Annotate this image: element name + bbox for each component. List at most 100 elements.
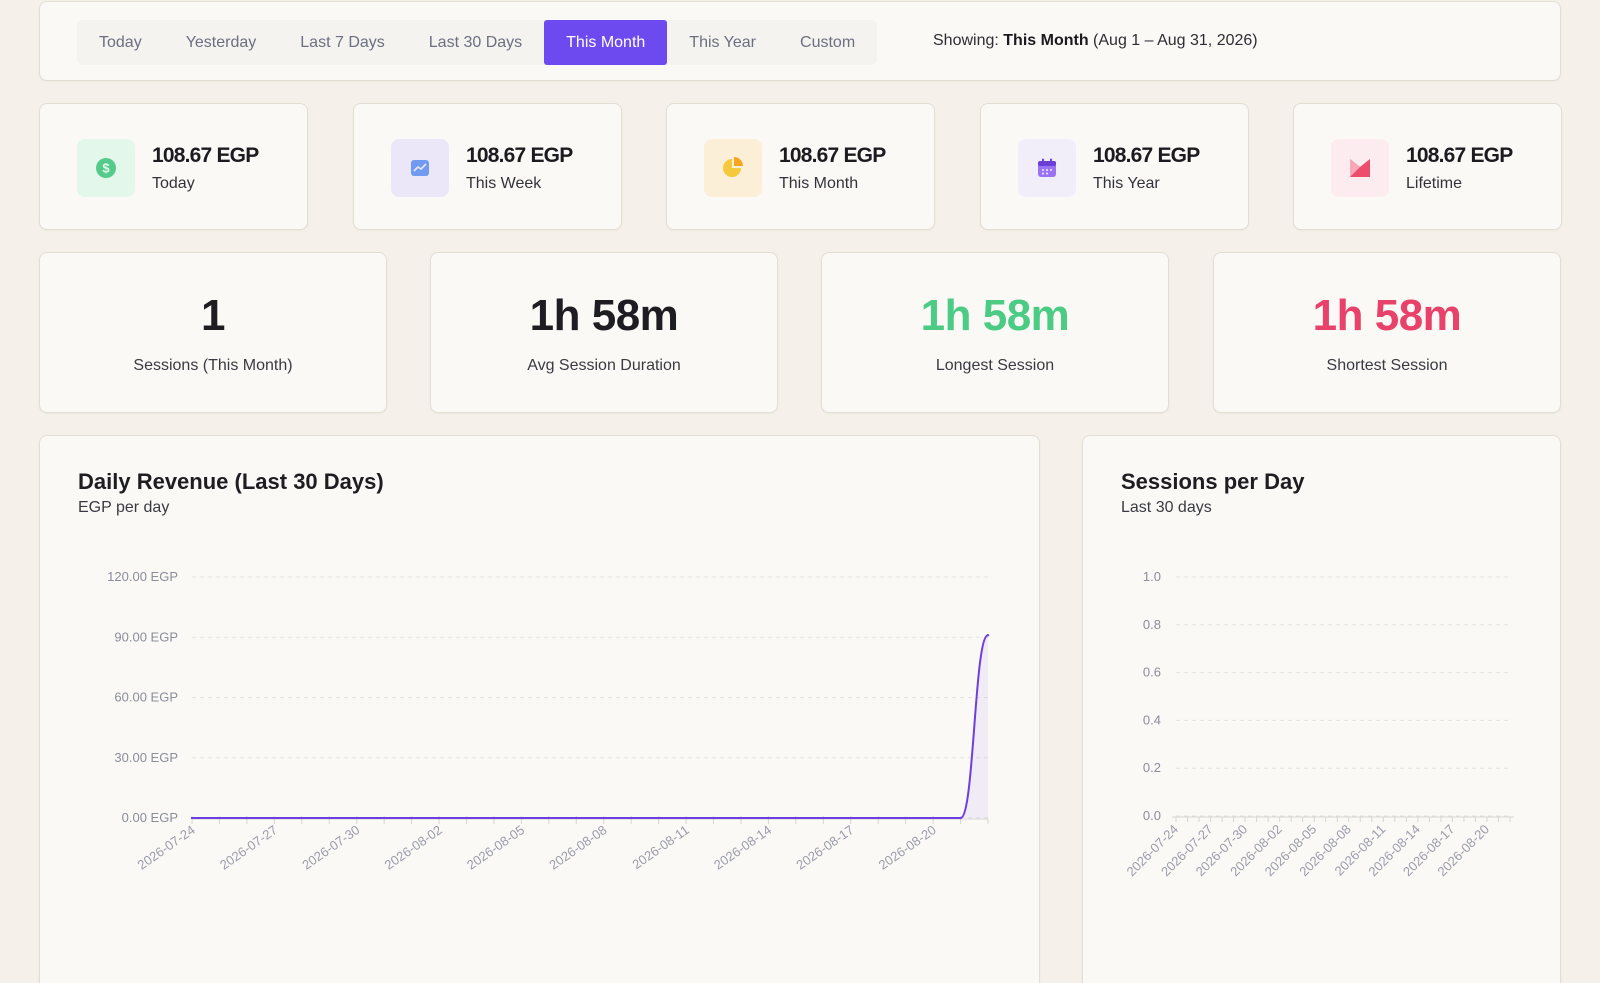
revenue-point <box>328 816 331 820</box>
revenue-point <box>794 816 798 820</box>
revenue-point <box>245 816 249 820</box>
svg-text:$: $ <box>102 161 110 176</box>
revenue-point <box>190 816 194 820</box>
dollar-icon: $ <box>77 139 135 197</box>
revenue-point <box>822 816 825 820</box>
revenue-point <box>575 816 578 820</box>
pie-icon <box>704 139 762 197</box>
revenue-y-tick-label: 60.00 EGP <box>114 690 178 705</box>
sessions-y-tick-label: 0.4 <box>1143 712 1161 727</box>
date-filter-bar: Today Yesterday Last 7 Days Last 30 Days Thi… <box>39 1 1561 81</box>
revenue-point <box>300 816 303 820</box>
stat-label: Lifetime <box>1406 175 1463 192</box>
sessions-chart-title: Sessions per Day <box>1121 469 1305 494</box>
revenue-point <box>849 816 852 820</box>
revenue-x-tick-label: 2026-08-08 <box>546 822 609 872</box>
daily-revenue-chart-card: Daily Revenue (Last 30 Days) EGP per day… <box>39 435 1040 983</box>
revenue-point <box>492 816 496 820</box>
session-stat-longest-session: 1h 58m Longest Session <box>821 252 1169 413</box>
session-stat-sessions-this-month-: 1 Sessions (This Month) <box>39 252 387 413</box>
session-stat-label: Avg Session Duration <box>527 357 681 374</box>
session-stat-value: 1h 58m <box>920 291 1070 340</box>
calendar-icon <box>1018 139 1076 197</box>
revenue-point <box>904 816 907 820</box>
stat-value: 108.67 EGP <box>466 144 573 167</box>
tab-yesterday[interactable]: Yesterday <box>185 34 257 51</box>
revenue-stat-lifetime: 108.67 EGP Lifetime <box>1293 103 1562 230</box>
revenue-stat-this-week: 108.67 EGP This Week <box>353 103 622 230</box>
session-stat-shortest-session: 1h 58m Shortest Session <box>1213 252 1561 413</box>
sessions-y-tick-label: 0.8 <box>1143 617 1161 632</box>
showing-range: (Aug 1 – Aug 31, 2026) <box>1093 32 1258 49</box>
stat-value: 108.67 EGP <box>779 144 886 167</box>
revenue-point <box>931 816 935 820</box>
revenue-x-tick-label: 2026-07-24 <box>135 822 198 872</box>
tab-last-30-days[interactable]: Last 30 Days <box>428 34 523 51</box>
revenue-point <box>382 816 386 820</box>
tab-custom[interactable]: Custom <box>800 34 856 51</box>
sessions-y-tick-label: 0.2 <box>1143 760 1161 775</box>
revenue-y-tick-label: 120.00 EGP <box>107 569 178 584</box>
revenue-point <box>712 816 715 820</box>
revenue-point <box>739 816 743 820</box>
showing-value: This Month <box>1003 32 1089 49</box>
showing-summary: Showing: This Month (Aug 1 – Aug 31, 202… <box>933 32 1258 50</box>
revenue-y-tick-label: 30.00 EGP <box>114 750 178 765</box>
revenue-point <box>767 816 770 820</box>
revenue-point <box>465 816 468 820</box>
revenue-y-tick-label: 0.00 EGP <box>122 810 178 825</box>
revenue-x-tick-label: 2026-07-30 <box>299 822 362 872</box>
revenue-x-tick-label: 2026-08-11 <box>629 822 691 872</box>
stat-label: This Month <box>779 175 859 192</box>
revenue-series-line <box>192 634 989 819</box>
revenue-stat-this-month: 108.67 EGP This Month <box>666 103 935 230</box>
revenue-x-tick-label: 2026-08-14 <box>711 822 774 872</box>
revenue-x-tick-label: 2026-08-05 <box>464 822 527 872</box>
revenue-point <box>437 816 441 820</box>
revenue-point <box>877 816 880 820</box>
sessions-chart-subtitle: Last 30 days <box>1121 499 1212 516</box>
revenue-chart-title: Daily Revenue (Last 30 Days) <box>78 469 384 494</box>
session-stat-label: Longest Session <box>935 357 1055 374</box>
trend-icon <box>391 139 449 197</box>
revenue-point <box>547 816 551 820</box>
session-stat-label: Shortest Session <box>1326 357 1448 374</box>
sessions-y-tick-label: 0.0 <box>1143 808 1161 823</box>
sessions-y-tick-label: 1.0 <box>1143 569 1161 584</box>
revenue-x-tick-label: 2026-07-27 <box>217 822 280 872</box>
revenue-point <box>520 816 523 820</box>
revenue-y-tick-label: 90.00 EGP <box>114 629 178 644</box>
sessions-y-tick-label: 0.6 <box>1143 665 1161 680</box>
revenue-point <box>629 816 633 820</box>
tab-this-year[interactable]: This Year <box>689 34 757 51</box>
revenue-x-tick-label: 2026-08-17 <box>793 822 856 872</box>
revenue-point <box>410 816 413 820</box>
stat-value: 108.67 EGP <box>1406 144 1513 167</box>
showing-prefix: Showing: <box>933 32 999 49</box>
session-stat-value: 1 <box>201 291 225 340</box>
sessions-per-day-chart-card: Sessions per Day Last 30 days 0.0 0.2 0.4 0… <box>1082 435 1561 983</box>
tab-today[interactable]: Today <box>99 34 142 51</box>
tab-this-month[interactable]: This Month <box>544 20 668 65</box>
stat-label: Today <box>152 175 195 192</box>
revenue-area <box>192 635 988 818</box>
flag-icon <box>1331 139 1389 197</box>
revenue-point <box>602 816 605 820</box>
revenue-point <box>684 816 688 820</box>
revenue-point <box>355 816 358 820</box>
daily-revenue-chart: 0.00 EGP 30.00 EGP 60.00 EGP 90.00 EGP 120.0… <box>107 569 990 873</box>
stat-value: 108.67 EGP <box>152 144 259 167</box>
stat-label: This Week <box>466 175 542 192</box>
revenue-chart-subtitle: EGP per day <box>78 499 170 516</box>
sessions-per-day-chart: 0.00.20.40.60.81.02026-07-242026-07-2720… <box>1123 569 1514 879</box>
revenue-stat-this-year: 108.67 EGP This Year <box>980 103 1249 230</box>
revenue-x-tick-label: 2026-08-20 <box>876 822 939 872</box>
revenue-point <box>986 634 990 637</box>
stat-label: This Year <box>1093 175 1160 192</box>
tab-last-7-days[interactable]: Last 7 Days <box>300 34 385 51</box>
session-stat-label: Sessions (This Month) <box>133 357 293 374</box>
revenue-stat-today: $108.67 EGP Today <box>39 103 308 230</box>
session-stat-avg-session-duration: 1h 58m Avg Session Duration <box>430 252 778 413</box>
revenue-x-tick-label: 2026-08-02 <box>382 822 445 872</box>
revenue-point <box>218 816 221 820</box>
